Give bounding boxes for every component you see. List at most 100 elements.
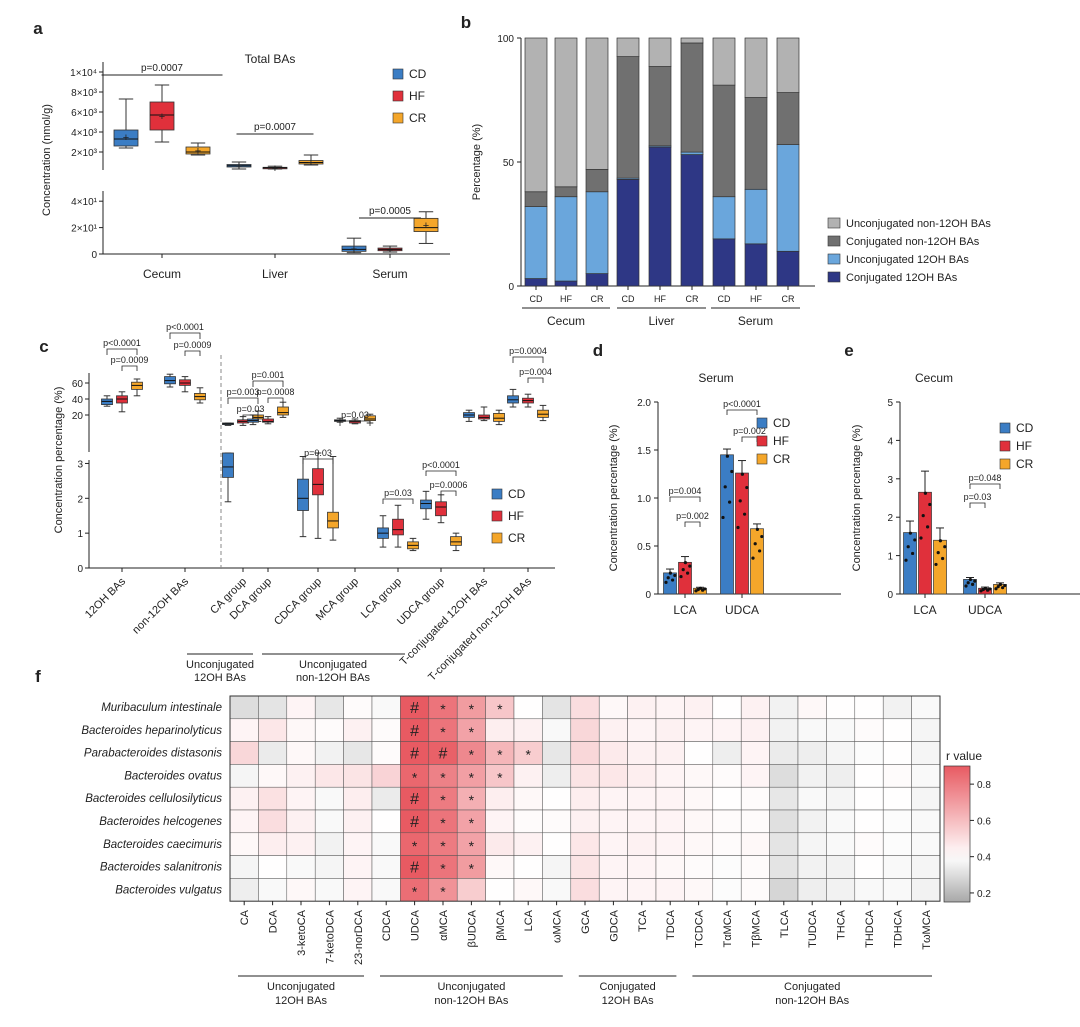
f-mark: *	[440, 792, 446, 808]
f-cell-4-20	[797, 786, 827, 811]
f-cell-7-14	[627, 855, 657, 879]
c-box-4-0	[297, 455, 309, 538]
f-colorbar-tick-label: 0.6	[977, 816, 991, 827]
c-box-8-1	[478, 406, 490, 422]
f-cell-6-19	[769, 832, 799, 856]
c-sig6-bracket	[242, 414, 259, 420]
f-cell-1-19	[769, 718, 799, 742]
b-bar-8-0	[776, 250, 800, 287]
b-xtick-label: HF	[560, 294, 572, 304]
a-sig-text: p=0.0007	[141, 63, 183, 74]
f-colorbar-tick-label: 0.2	[977, 889, 991, 900]
b-ytick-label: 50	[503, 158, 515, 169]
f-cell-0-13	[598, 695, 628, 720]
e-ytick-label: 1	[887, 552, 893, 563]
f-cell-3-10	[513, 764, 543, 788]
panel-label-f: f	[35, 667, 41, 686]
b-bar-7-3	[744, 37, 768, 98]
f-col-label: 7-ketoDCA	[324, 909, 336, 963]
f-cell-0-19	[769, 695, 799, 720]
f-cell-4-0	[229, 786, 259, 811]
c-xtick-label: 12OH BAs	[83, 575, 129, 621]
a-box-Liver-HF: +	[262, 163, 288, 175]
f-cell-6-2	[286, 832, 316, 856]
f-cell-6-4	[343, 832, 373, 856]
f-col-label: THDCA	[864, 909, 876, 948]
f-mark: *	[469, 701, 475, 717]
b-bar-0-0	[524, 278, 548, 287]
c-sig11-bracket	[382, 498, 414, 504]
f-col-label: TLCA	[779, 909, 791, 938]
b-ytick-label: 100	[497, 34, 514, 45]
d-dot	[728, 500, 732, 504]
e-dot	[904, 558, 908, 562]
d-dot	[751, 556, 755, 560]
c-box-7-0	[420, 490, 432, 520]
f-mark: #	[410, 814, 419, 831]
a-ytick-label: 8×10³	[71, 88, 98, 99]
b-bar-0-2	[524, 191, 548, 207]
f-cell-6-13	[598, 832, 628, 856]
f-cell-0-24	[911, 695, 941, 720]
f-cell-8-23	[882, 878, 912, 902]
f-cell-7-0	[229, 855, 259, 879]
f-cell-6-17	[712, 832, 742, 856]
b-xtick-label: CR	[686, 294, 699, 304]
f-group-label-b: 12OH BAs	[602, 995, 654, 1007]
d-ylabel: Concentration percentage (%)	[608, 425, 620, 572]
b-bar-3-2	[616, 56, 640, 179]
f-cell-6-12	[570, 832, 600, 856]
b-bar-7-0	[744, 243, 768, 287]
e-bar-LCA-HF	[918, 491, 932, 595]
f-cell-6-3	[314, 832, 344, 856]
c-box-9-0	[507, 388, 519, 408]
c-ytick-label: 0	[77, 564, 83, 575]
f-cell-2-5	[371, 741, 401, 765]
b-bar-7-1	[744, 188, 768, 245]
f-cell-0-3	[314, 695, 344, 720]
f-cell-4-19	[769, 786, 799, 811]
f-col-label: TUDCA	[807, 909, 819, 948]
b-ytick-label: 0	[508, 282, 514, 293]
c-ytick-label: 1	[77, 529, 83, 540]
f-cell-1-5	[371, 718, 401, 742]
f-row-label: Parabacteroides distasonis	[84, 748, 222, 760]
a-box-Liver-CR-mean: +	[308, 157, 314, 169]
e-legend-item-CR: CR	[1016, 457, 1034, 471]
f-col-label: TωMCA	[921, 909, 933, 949]
f-cell-5-4	[343, 809, 373, 834]
f-mark: *	[412, 883, 418, 899]
f-mark: #	[410, 723, 419, 740]
d-dot	[736, 525, 740, 530]
a-ytick-label: 2×10¹	[71, 224, 98, 235]
d-legend-swatch-HF	[756, 435, 768, 447]
f-cell-2-15	[655, 741, 685, 765]
f-row-label: Bacteroides cellulosilyticus	[85, 793, 222, 805]
panel-label-b: b	[461, 13, 471, 32]
f-cell-2-4	[343, 741, 373, 765]
b-bar-3-3	[616, 37, 640, 57]
f-cell-5-3	[314, 809, 344, 834]
c-sig15-bracket	[527, 377, 544, 383]
c-box-3-1	[262, 416, 274, 425]
e-dot	[971, 582, 975, 586]
d-bar-UDCA-HF	[735, 472, 749, 595]
c-box-1-0	[164, 373, 176, 388]
b-bar-1-2	[554, 186, 578, 198]
d-title: Serum	[698, 371, 733, 385]
f-cell-7-17	[712, 855, 742, 879]
f-mark: *	[497, 769, 503, 785]
c-box-6-1-box	[392, 518, 404, 536]
a-box-Cecum-CR-mean: +	[195, 146, 201, 158]
c-box-1-1	[179, 376, 191, 393]
b-xtick-label: CD	[718, 294, 731, 304]
f-cell-1-18	[740, 718, 770, 742]
f-cell-6-23	[882, 832, 912, 856]
e-sig1-text: p=0.048	[969, 473, 1002, 483]
f-mark: *	[440, 701, 446, 717]
f-row-label: Bacteroides ovatus	[124, 770, 222, 782]
c-group-label-2a: Unconjugated	[299, 659, 367, 671]
b-bar-8-2	[776, 92, 800, 145]
f-cell-3-5	[371, 764, 401, 788]
f-cell-3-24	[911, 764, 941, 788]
